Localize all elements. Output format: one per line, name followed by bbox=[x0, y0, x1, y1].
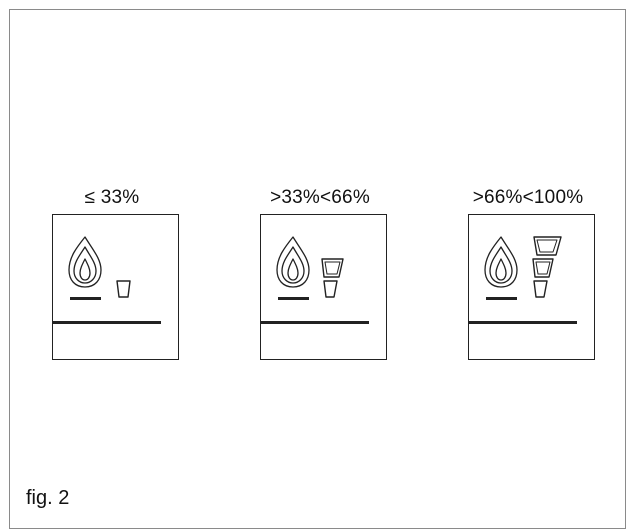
panel-label-mid: >33%<66% bbox=[270, 187, 370, 208]
flame-icon bbox=[276, 236, 310, 288]
display-box-low bbox=[52, 214, 179, 360]
flame-base-line bbox=[70, 297, 101, 300]
figure-frame bbox=[9, 9, 626, 529]
display-box-mid bbox=[260, 214, 387, 360]
display-graphic-mid bbox=[261, 236, 369, 324]
display-baseline bbox=[469, 321, 577, 324]
display-box-high bbox=[468, 214, 595, 360]
flame-base-line bbox=[278, 297, 309, 300]
display-graphic-low bbox=[53, 236, 161, 324]
power-level-icon bbox=[116, 280, 131, 298]
display-baseline bbox=[53, 321, 161, 324]
figure-caption: fig. 2 bbox=[26, 487, 70, 509]
flame-icon bbox=[484, 236, 518, 288]
panel-label-high: >66%<100% bbox=[472, 187, 584, 208]
display-graphic-high bbox=[469, 236, 577, 324]
flame-base-line bbox=[486, 297, 517, 300]
power-level-icon bbox=[321, 258, 344, 298]
display-baseline bbox=[261, 321, 369, 324]
flame-icon bbox=[68, 236, 102, 288]
panel-label-low: ≤ 33% bbox=[84, 187, 140, 208]
power-level-icon bbox=[532, 236, 562, 298]
